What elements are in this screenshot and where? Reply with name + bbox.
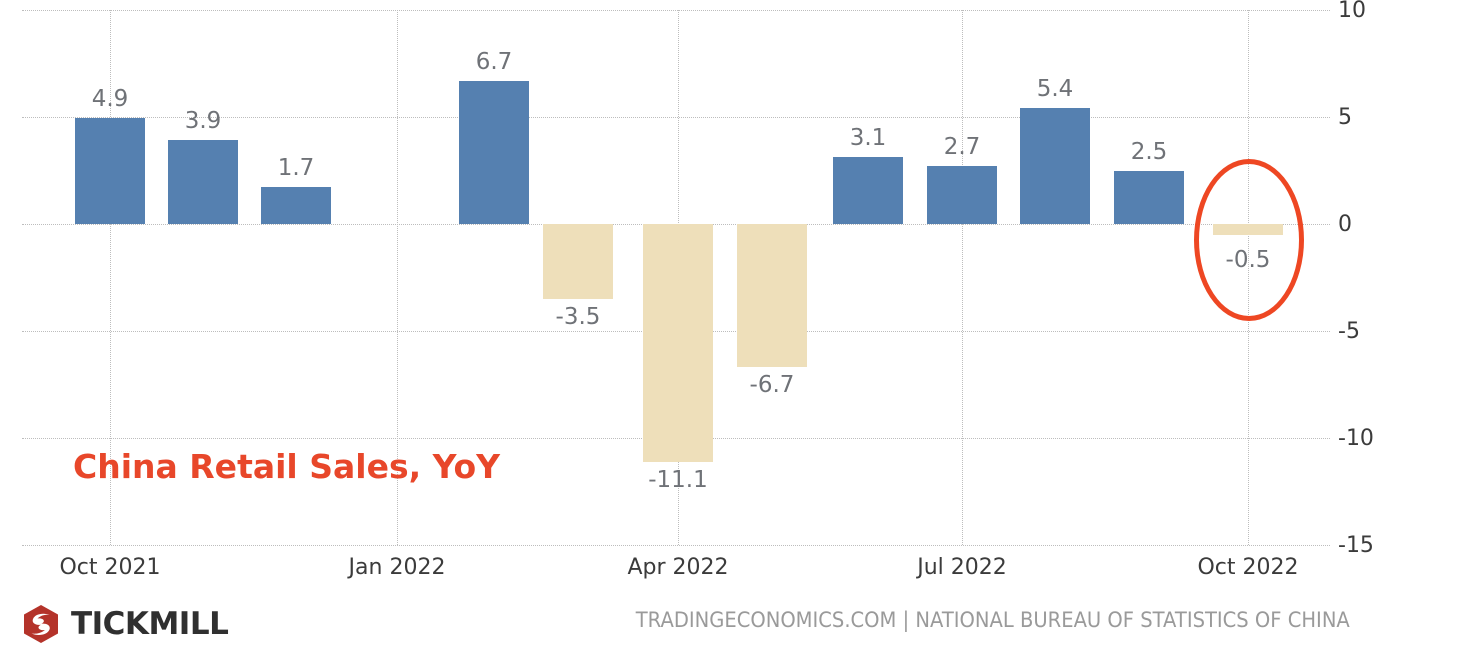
source-attribution: TRADINGECONOMICS.COM | NATIONAL BUREAU O…: [635, 608, 1350, 632]
bar-9[interactable]: [927, 166, 997, 224]
gridline-x-jan-2022: [397, 10, 398, 545]
gridline-y--15: [22, 545, 1330, 546]
gridline-x-jul-2022: [962, 10, 963, 545]
x-tick-label-apr-2022: Apr 2022: [627, 555, 729, 580]
bar-label-3: 1.7: [277, 155, 315, 181]
x-tick-label-jan-2022: Jan 2022: [348, 555, 446, 580]
tickmill-logo: TICKMILL: [22, 604, 229, 644]
bar-label-4: 6.7: [475, 49, 513, 75]
bar-label-7: -6.7: [749, 372, 795, 398]
bar-label-11: 2.5: [1130, 139, 1168, 165]
y-tick-label-5: 5: [1338, 105, 1352, 130]
bar-label-9: 2.7: [943, 134, 981, 160]
chart-footer: TICKMILL TRADINGECONOMICS.COM | NATIONAL…: [0, 592, 1468, 662]
bar-6[interactable]: [643, 224, 713, 462]
bar-2[interactable]: [168, 140, 238, 224]
bar-8[interactable]: [833, 157, 903, 224]
bar-1[interactable]: [75, 118, 145, 224]
bar-label-6: -11.1: [648, 467, 708, 493]
bar-10[interactable]: [1020, 108, 1090, 224]
tickmill-wordmark: TICKMILL: [71, 606, 229, 642]
bar-3[interactable]: [261, 187, 331, 224]
y-tick-label-10: 10: [1338, 0, 1366, 23]
tickmill-hexagon-icon: [24, 605, 58, 643]
y-tick-label--5: -5: [1338, 319, 1360, 344]
bar-label-8: 3.1: [849, 125, 887, 151]
y-tick-label--10: -10: [1338, 426, 1374, 451]
y-tick-label--15: -15: [1338, 533, 1374, 558]
bar-label-2: 3.9: [184, 108, 222, 134]
x-tick-label-oct-2021: Oct 2021: [59, 555, 161, 580]
bar-label-10: 5.4: [1036, 76, 1074, 102]
bar-label-1: 4.9: [91, 86, 129, 112]
bar-11[interactable]: [1114, 171, 1184, 224]
x-tick-label-jul-2022: Jul 2022: [917, 555, 1007, 580]
gridline-x-oct-2021: [110, 10, 111, 545]
y-tick-label-0: 0: [1338, 212, 1352, 237]
bar-5[interactable]: [543, 224, 613, 299]
plot-area: 4.9 3.9 1.7 6.7 -3.5 -11.1 -6.7 3.1 2.7 …: [22, 10, 1330, 546]
bar-7[interactable]: [737, 224, 807, 367]
highlight-ellipse-annotation: [1194, 159, 1304, 321]
x-tick-label-oct-2022: Oct 2022: [1197, 555, 1299, 580]
chart-title: China Retail Sales, YoY: [73, 447, 501, 486]
gridline-y-5: [22, 117, 1330, 118]
bar-4[interactable]: [459, 81, 529, 224]
gridline-y-10: [22, 10, 1330, 11]
bar-label-5: -3.5: [555, 304, 601, 330]
